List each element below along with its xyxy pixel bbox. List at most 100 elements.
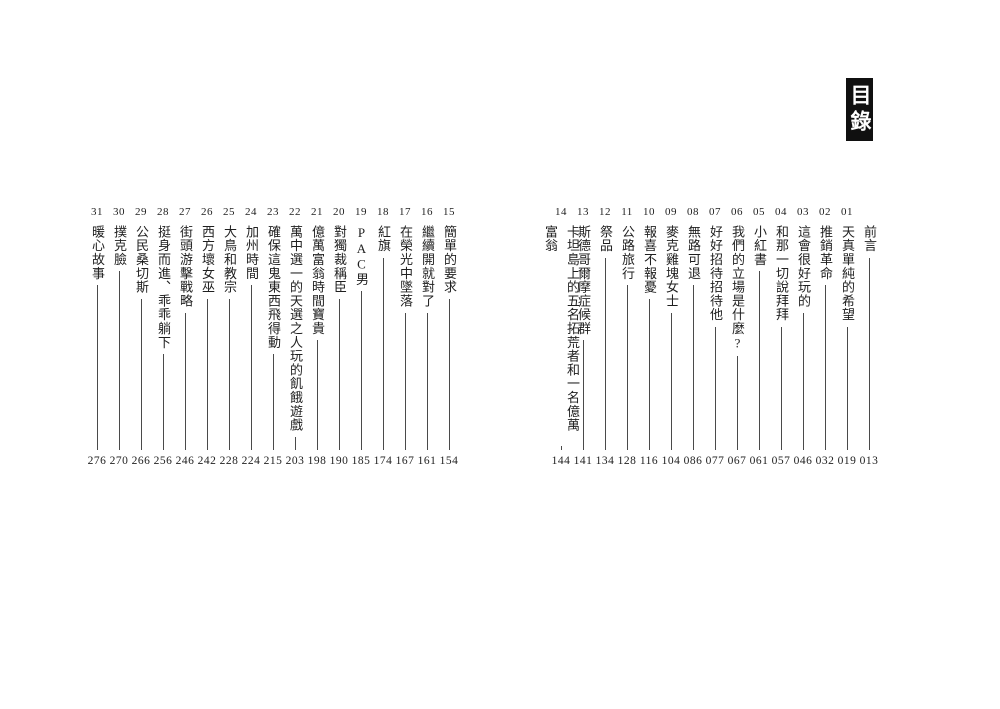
leader-line — [626, 285, 628, 450]
toc-entry: 28 挺身而進、乖乖躺下 256 — [152, 206, 174, 468]
chapter-title: 推銷革命 — [818, 225, 833, 281]
toc-entry: 22 萬中選一的天選之人玩的飢餓遊戲 203 — [284, 206, 306, 468]
leader-line — [604, 257, 606, 450]
toc-entry: 30 撲克臉 270 — [108, 206, 130, 468]
chapter-title: 西方壞女巫 — [200, 225, 215, 294]
page-number: 190 — [329, 455, 349, 467]
leader-line — [714, 326, 716, 450]
page-number: 185 — [351, 455, 371, 467]
chapter-number: 15 — [443, 206, 455, 218]
page-number: 256 — [153, 455, 173, 467]
leader-line — [824, 285, 826, 450]
page-number: 266 — [131, 455, 151, 467]
toc-entry: 21 億萬富翁時間寶貴 198 — [306, 206, 328, 468]
page-number: 061 — [749, 455, 769, 467]
chapter-title: 好好招待招待他 — [708, 225, 723, 322]
chapter-title: 挺身而進、乖乖躺下 — [156, 225, 171, 350]
leader-line — [846, 326, 848, 450]
leader-line — [648, 299, 650, 450]
toc-entry: 24 加州時間 224 — [240, 206, 262, 468]
toc-entry: 18 紅旗 174 — [372, 206, 394, 468]
chapter-title: 天真單純的希望 — [840, 225, 855, 322]
toc-entry: 20 對獨裁稱臣 190 — [328, 206, 350, 468]
chapter-title: 祭品 — [598, 225, 613, 253]
toc-entry: 02 推銷革命 032 — [814, 206, 836, 468]
chapter-number: 23 — [267, 206, 279, 218]
chapter-title: 斯德哥爾摩症候群 — [576, 225, 591, 336]
toc-entry: 13 斯德哥爾摩症候群 141 — [572, 206, 594, 468]
chapter-number: 10 — [643, 206, 655, 218]
chapter-title: 在榮光中墜落 — [398, 225, 413, 308]
page-number: 116 — [639, 455, 659, 467]
chapter-title: 萬中選一的天選之人玩的飢餓遊戲 — [288, 225, 303, 432]
toc-entry: 09 麥克雞塊女士 104 — [660, 206, 682, 468]
chapter-title: 卡坦島上的五名拓荒者和一名億萬富翁 — [543, 225, 580, 432]
toc-entry: 29 公民桑切斯 266 — [130, 206, 152, 468]
leader-line — [118, 271, 120, 450]
leader-line — [692, 285, 694, 450]
toc-entry: 16 繼續開就對了 161 — [416, 206, 438, 468]
chapter-title: 對獨裁稱臣 — [332, 225, 347, 294]
chapter-number: 20 — [333, 206, 345, 218]
page-number: 161 — [417, 455, 437, 467]
leader-line — [294, 437, 296, 450]
page-number: 019 — [837, 455, 857, 467]
leader-line — [868, 257, 870, 450]
chapter-title: 麥克雞塊女士 — [664, 225, 679, 308]
toc-entry: 08 無路可退 086 — [682, 206, 704, 468]
toc-group-front: 前言 013 01 天真單純的希望 019 02 推銷革命 032 03 這會很… — [543, 206, 880, 468]
page-number: 224 — [241, 455, 261, 467]
chapter-title: 無路可退 — [686, 225, 701, 281]
page-number: 154 — [439, 455, 459, 467]
toc-entry: 04 和那一切說拜拜 057 — [770, 206, 792, 468]
page-number: 276 — [87, 455, 107, 467]
toc-entry: 01 天真單純的希望 019 — [836, 206, 858, 468]
chapter-number: 09 — [665, 206, 677, 218]
toc-group-back: 15 簡單的要求 154 16 繼續開就對了 161 17 在榮光中墜落 167… — [86, 206, 460, 468]
chapter-title: 街頭游擊戰略 — [178, 225, 193, 308]
page-number: 198 — [307, 455, 327, 467]
toc-entry: 15 簡單的要求 154 — [438, 206, 460, 468]
chapter-number: 27 — [179, 206, 191, 218]
toc-entry: 12 祭品 134 — [594, 206, 616, 468]
toc-entry: 06 我們的立場是什麼? 067 — [726, 206, 748, 468]
chapter-number: 16 — [421, 206, 433, 218]
toc-entry: 10 報喜不報憂 116 — [638, 206, 660, 468]
toc-entry: 23 確保這鬼東西飛得動 215 — [262, 206, 284, 468]
toc-entry: 07 好好招待招待他 077 — [704, 206, 726, 468]
toc-entry: 11 公路旅行 128 — [616, 206, 638, 468]
chapter-title: 小紅書 — [752, 225, 767, 267]
leader-line — [96, 285, 98, 450]
toc-entry: 27 街頭游擊戰略 246 — [174, 206, 196, 468]
page-number: 104 — [661, 455, 681, 467]
chapter-title: 報喜不報憂 — [642, 225, 657, 294]
toc-entry: 31 暖心故事 276 — [86, 206, 108, 468]
toc-entry: 25 大鳥和教宗 228 — [218, 206, 240, 468]
chapter-number: 24 — [245, 206, 257, 218]
chapter-number: 02 — [819, 206, 831, 218]
chapter-number: 19 — [355, 206, 367, 218]
chapter-title: 紅旗 — [376, 225, 391, 253]
leader-line — [582, 340, 584, 450]
chapter-number: 13 — [577, 206, 589, 218]
leader-line — [316, 340, 318, 450]
page-number: 144 — [551, 455, 571, 467]
chapter-title: 我們的立場是什麼? — [730, 225, 745, 352]
page-number: 141 — [573, 455, 593, 467]
chapter-number: 25 — [223, 206, 235, 218]
leader-line — [228, 299, 230, 450]
page-number: 077 — [705, 455, 725, 467]
chapter-title: 加州時間 — [244, 225, 259, 281]
toc-title-block: 目錄 — [846, 78, 873, 141]
leader-line — [670, 312, 672, 450]
chapter-number: 01 — [841, 206, 853, 218]
chapter-title: PAC男 — [354, 225, 369, 287]
page-number: 128 — [617, 455, 637, 467]
page-number: 270 — [109, 455, 129, 467]
chapter-title: 暖心故事 — [90, 225, 105, 281]
chapter-number: 11 — [621, 206, 633, 218]
chapter-number: 22 — [289, 206, 301, 218]
page-number: 167 — [395, 455, 415, 467]
page-number: 174 — [373, 455, 393, 467]
toc-entry: 17 在榮光中墜落 167 — [394, 206, 416, 468]
